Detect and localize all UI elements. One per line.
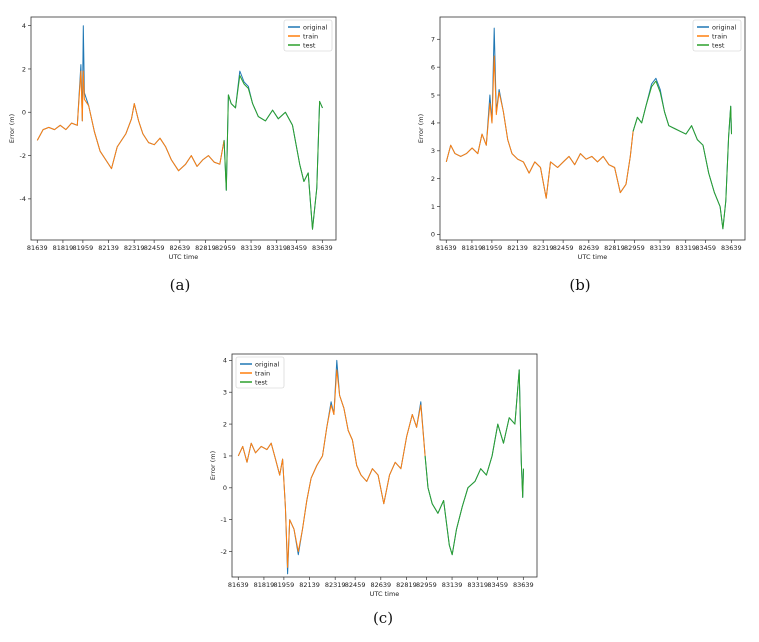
x-tick-label: 83639 <box>513 581 534 589</box>
y-tick-label: 4 <box>22 22 26 30</box>
y-axis-label: Error (m) <box>8 114 16 143</box>
legend-label-test: test <box>255 378 268 386</box>
x-tick-label: 83459 <box>695 244 716 252</box>
x-tick-label: 82139 <box>98 244 119 252</box>
y-tick-label: 7 <box>431 36 435 44</box>
x-tick-label: 82639 <box>370 581 391 589</box>
x-tick-label: 82459 <box>345 581 366 589</box>
x-tick-label: 82959 <box>624 244 645 252</box>
y-tick-label: 2 <box>22 65 26 73</box>
y-tick-label: 4 <box>431 119 435 127</box>
subfigure-caption: (c) <box>373 609 393 627</box>
plot-frame <box>30 16 337 241</box>
x-tick-label: 82819 <box>195 244 216 252</box>
x-tick-label: 81959 <box>73 244 94 252</box>
legend-label-test: test <box>303 41 316 49</box>
legend-label-train: train <box>255 369 270 377</box>
series-line-test <box>632 80 732 230</box>
x-tick-label: 82319 <box>124 244 145 252</box>
y-tick-label: 0 <box>431 231 435 239</box>
chart-2: 81639 81819 81959 82139 82319 82459 82639 82819… <box>417 16 746 294</box>
y-axis-label: Error (m) <box>417 114 425 143</box>
x-tick-label: 83139 <box>442 581 463 589</box>
x-tick-label: 81639 <box>436 244 457 252</box>
x-tick-label: 82819 <box>604 244 625 252</box>
x-tick-label: 83639 <box>721 244 742 252</box>
x-tick-label: 81959 <box>482 244 503 252</box>
x-tick-label: 83639 <box>312 244 333 252</box>
series-line-original <box>445 27 732 230</box>
plot-frame <box>231 353 538 578</box>
x-axis-label: UTC time <box>578 253 608 261</box>
y-tick-label: 5 <box>431 91 435 99</box>
legend-label-test: test <box>712 41 725 49</box>
x-tick-label: 81819 <box>53 244 74 252</box>
x-tick-label: 81639 <box>27 244 48 252</box>
y-tick-label: -2 <box>221 548 227 556</box>
x-axis-label: UTC time <box>370 590 400 598</box>
legend-label-train: train <box>303 32 318 40</box>
legend-label-original: original <box>712 23 736 31</box>
x-tick-label: 82319 <box>533 244 554 252</box>
legend-label-train: train <box>712 32 727 40</box>
x-tick-label: 81959 <box>274 581 295 589</box>
series-line-test <box>223 75 323 230</box>
y-tick-label: 6 <box>431 63 435 71</box>
series-line-original <box>36 25 323 230</box>
y-tick-label: 2 <box>223 420 227 428</box>
x-tick-label: 83319 <box>467 581 488 589</box>
x-tick-label: 81639 <box>228 581 249 589</box>
x-tick-label: 82959 <box>215 244 236 252</box>
series-line-train <box>237 369 426 568</box>
y-tick-label: 0 <box>22 109 26 117</box>
y-axis-label: Error (m) <box>209 451 217 480</box>
x-tick-label: 82819 <box>396 581 417 589</box>
x-tick-label: 83459 <box>487 581 508 589</box>
y-tick-label: -2 <box>20 152 26 160</box>
y-tick-label: 4 <box>223 357 227 365</box>
y-tick-label: 3 <box>223 389 227 397</box>
x-tick-label: 81819 <box>254 581 275 589</box>
x-tick-label: 83139 <box>241 244 262 252</box>
y-tick-label: 2 <box>431 175 435 183</box>
x-tick-label: 82139 <box>299 581 320 589</box>
series-line-train <box>36 70 225 172</box>
x-tick-label: 82319 <box>325 581 346 589</box>
y-tick-label: 1 <box>431 203 435 211</box>
subfigure-caption: (a) <box>170 276 191 294</box>
x-tick-label: 83139 <box>650 244 671 252</box>
plot-frame <box>439 16 746 241</box>
legend-label-original: original <box>303 23 327 31</box>
x-tick-label: 81819 <box>462 244 483 252</box>
x-tick-label: 82639 <box>169 244 190 252</box>
series-line-train <box>445 55 634 199</box>
x-tick-label: 82959 <box>416 581 437 589</box>
x-axis-label: UTC time <box>169 253 199 261</box>
y-tick-label: 1 <box>223 452 227 460</box>
x-tick-label: 83319 <box>675 244 696 252</box>
y-tick-label: -4 <box>20 195 26 203</box>
legend-label-original: original <box>255 360 279 368</box>
y-tick-label: -1 <box>221 516 227 524</box>
y-tick-label: 0 <box>223 484 227 492</box>
x-tick-label: 82639 <box>578 244 599 252</box>
x-tick-label: 82459 <box>144 244 165 252</box>
subfigure-caption: (b) <box>569 276 590 294</box>
series-line-test <box>424 369 524 556</box>
chart-3: 81639 81819 81959 82139 82319 82459 82639 82819… <box>209 353 538 627</box>
x-tick-label: 83459 <box>286 244 307 252</box>
x-tick-label: 82139 <box>507 244 528 252</box>
x-tick-label: 82459 <box>553 244 574 252</box>
x-tick-label: 83319 <box>266 244 287 252</box>
y-tick-label: 3 <box>431 147 435 155</box>
chart-1: 81639 81819 81959 82139 82319 82459 82639 82819… <box>8 16 337 294</box>
